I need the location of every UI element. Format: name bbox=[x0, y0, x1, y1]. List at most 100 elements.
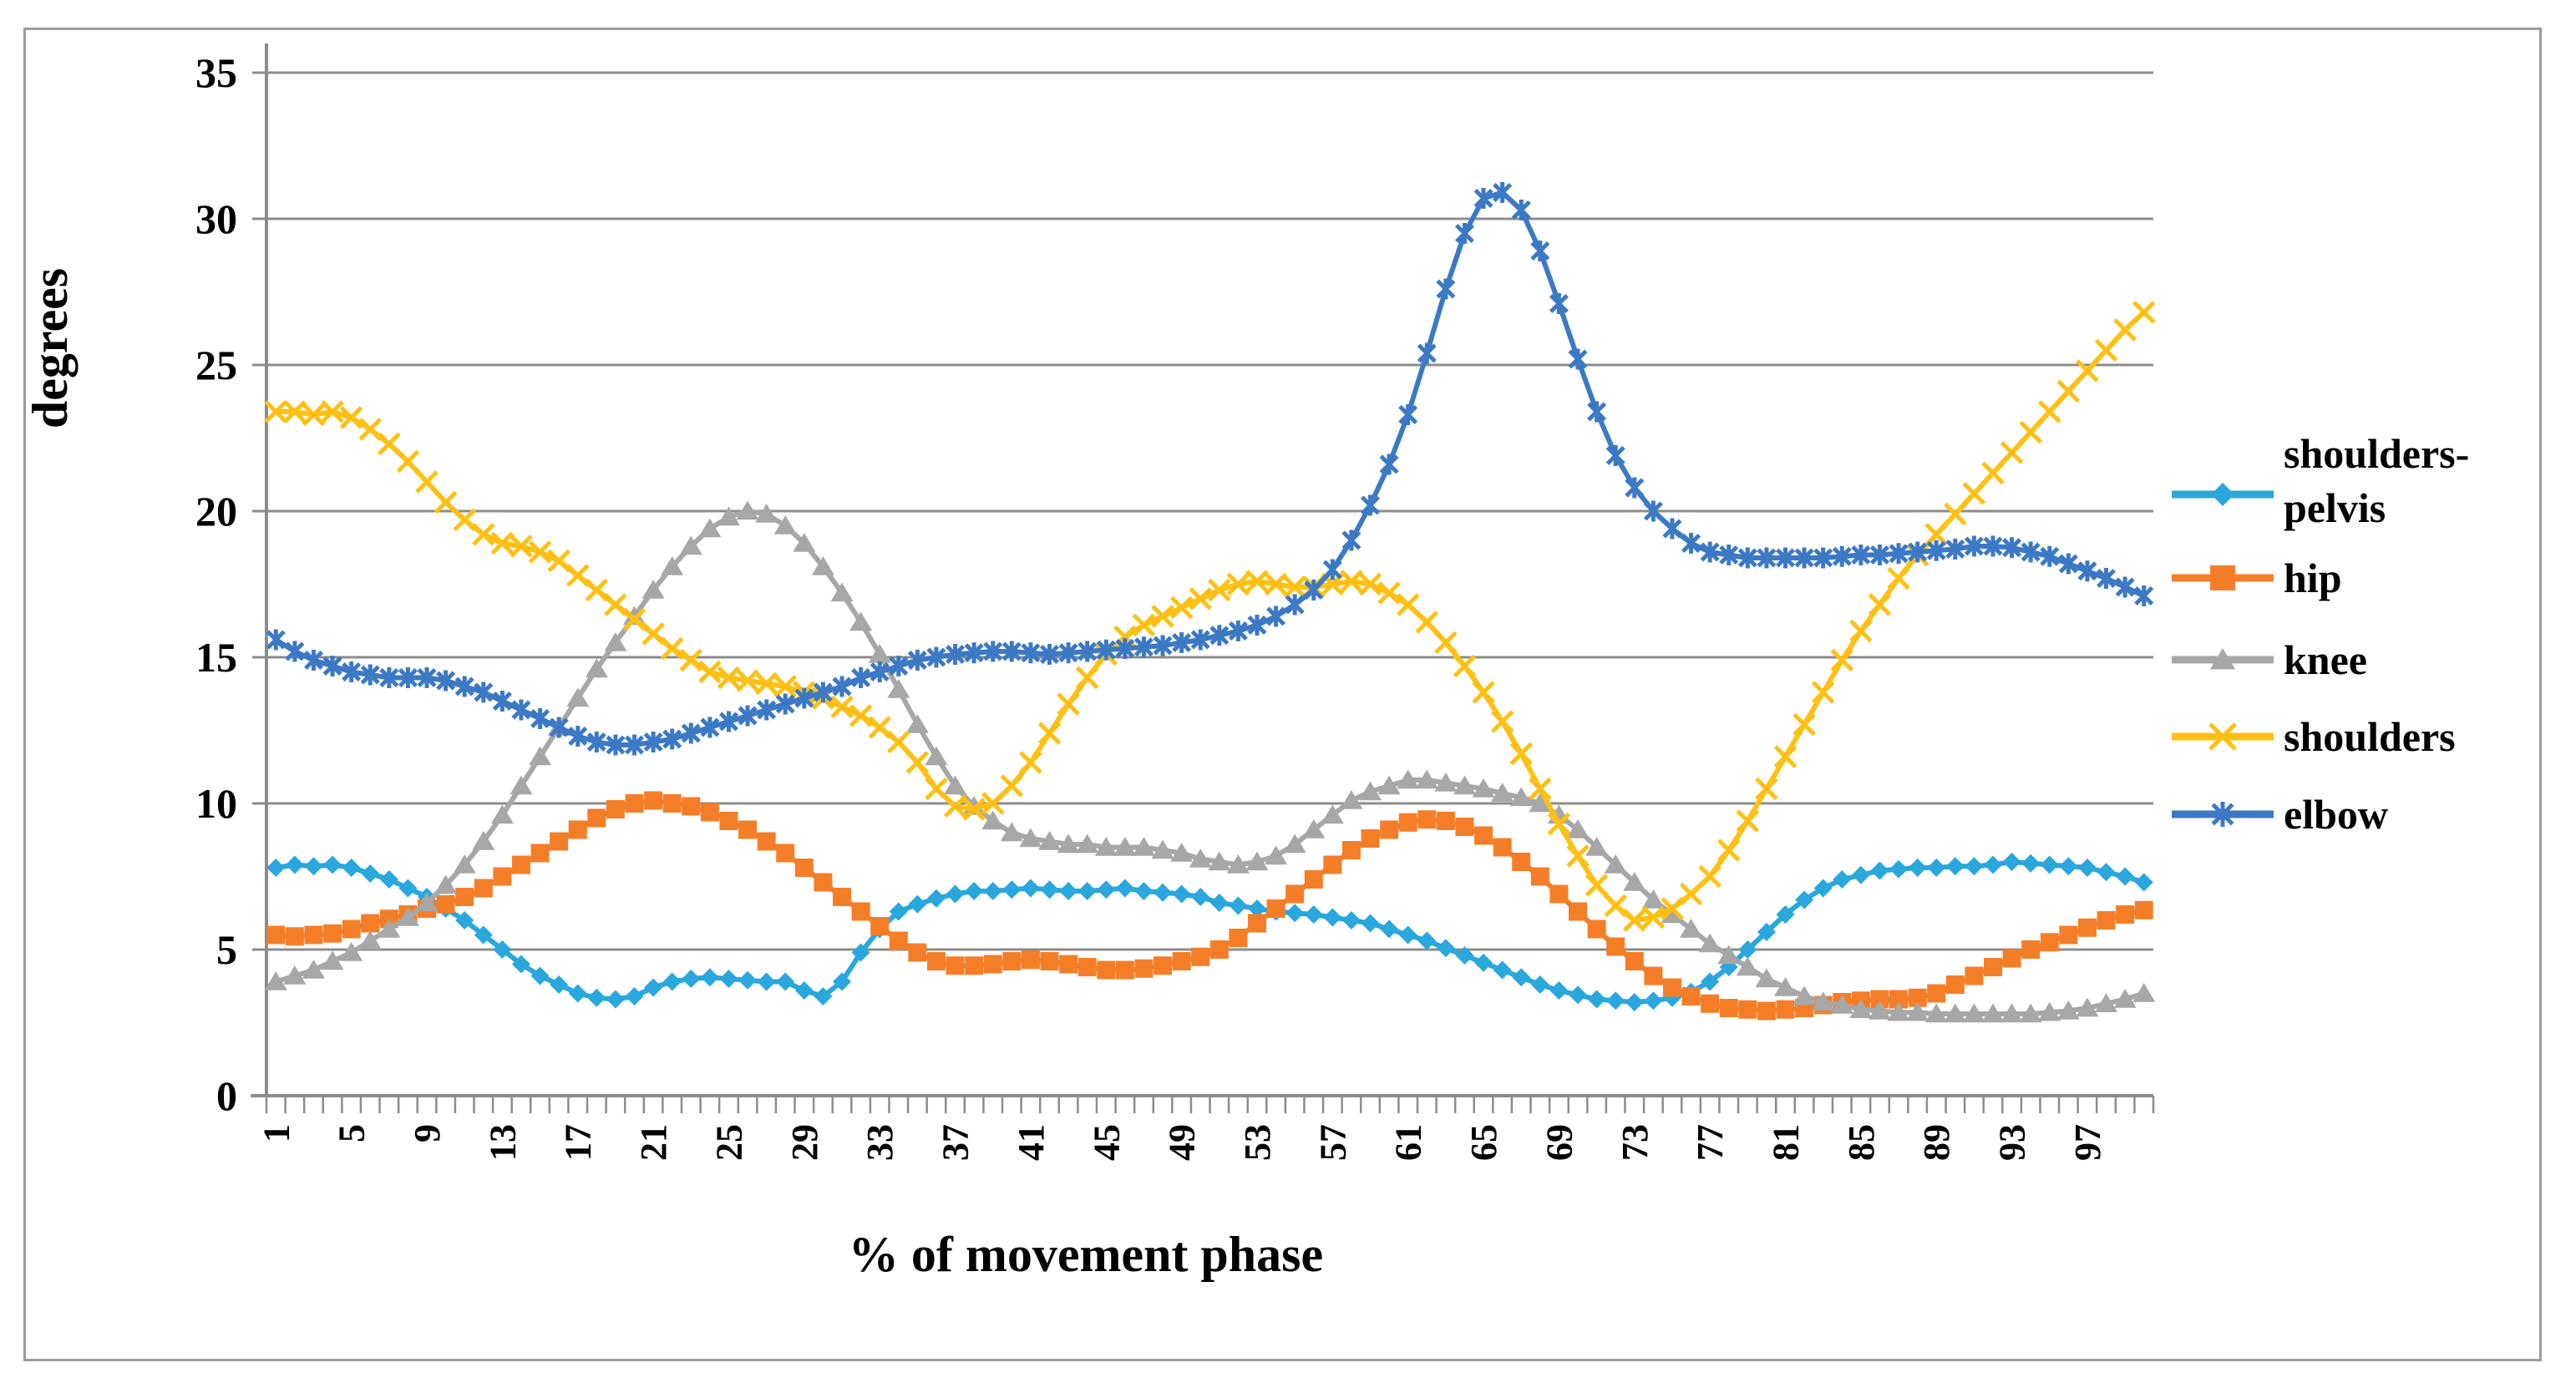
marker-asterisk bbox=[436, 670, 456, 692]
marker-square bbox=[1398, 813, 1417, 832]
marker-square bbox=[1908, 988, 1927, 1007]
marker-asterisk bbox=[1983, 535, 2003, 557]
marker-asterisk bbox=[1133, 636, 1154, 658]
marker-diamond bbox=[2077, 859, 2097, 877]
marker-asterisk bbox=[1115, 638, 1135, 659]
marker-x bbox=[773, 675, 797, 698]
marker-diamond bbox=[1059, 882, 1078, 900]
marker-asterisk bbox=[1926, 540, 1946, 561]
marker-asterisk bbox=[1625, 477, 1645, 499]
x-tick-label-25: 25 bbox=[708, 1124, 749, 1161]
series-line-shoulders-pelvis bbox=[273, 859, 2147, 1005]
marker-diamond bbox=[889, 902, 908, 921]
marker-triangle bbox=[2000, 1003, 2024, 1023]
marker-square bbox=[965, 956, 984, 975]
marker-diamond bbox=[1021, 879, 1040, 898]
marker-diamond bbox=[1341, 911, 1361, 930]
marker-triangle bbox=[717, 506, 740, 526]
legend-item-hip: hip bbox=[2172, 555, 2342, 601]
marker-square bbox=[1587, 919, 1606, 939]
marker-square bbox=[1115, 960, 1134, 980]
marker-triangle bbox=[1208, 851, 1231, 871]
marker-square bbox=[1323, 855, 1342, 874]
marker-square bbox=[1549, 884, 1569, 904]
marker-triangle bbox=[1397, 769, 1420, 789]
marker-asterisk bbox=[1794, 547, 1814, 569]
marker-x bbox=[1434, 631, 1458, 655]
marker-x bbox=[1849, 619, 1873, 643]
marker-triangle bbox=[510, 775, 533, 795]
marker-triangle bbox=[736, 500, 759, 520]
x-axis-title: % of movement phase bbox=[849, 1227, 1323, 1282]
marker-triangle bbox=[585, 658, 608, 678]
marker-asterisk bbox=[1398, 404, 1418, 425]
marker-square bbox=[361, 914, 380, 933]
marker-x bbox=[472, 523, 495, 546]
marker-diamond bbox=[1493, 960, 1512, 980]
marker-asterisk bbox=[1361, 494, 1381, 516]
marker-triangle bbox=[415, 892, 439, 912]
y-tick-label-15: 15 bbox=[195, 634, 237, 681]
marker-x bbox=[1623, 909, 1646, 932]
series-line-shoulders bbox=[273, 310, 2147, 923]
marker-square bbox=[1606, 937, 1625, 956]
marker-triangle bbox=[1151, 839, 1174, 859]
marker-triangle bbox=[1793, 985, 1816, 1006]
marker-diamond bbox=[1115, 879, 1134, 898]
x-tick-label-37: 37 bbox=[936, 1124, 976, 1161]
marker-x bbox=[679, 648, 703, 672]
marker-triangle bbox=[453, 854, 476, 874]
marker-square bbox=[1229, 929, 1248, 947]
marker-triangle bbox=[1641, 889, 1665, 909]
marker-square bbox=[1134, 959, 1154, 978]
marker-square bbox=[530, 843, 550, 863]
marker-triangle bbox=[604, 632, 627, 651]
marker-triangle bbox=[1113, 837, 1137, 856]
y-tick-label-5: 5 bbox=[216, 926, 237, 973]
marker-asterisk bbox=[379, 667, 399, 688]
marker-triangle bbox=[1604, 854, 1627, 874]
marker-diamond bbox=[1097, 880, 1116, 899]
marker-x bbox=[1340, 570, 1363, 593]
marker-triangle bbox=[1226, 854, 1250, 874]
marker-diamond bbox=[1945, 857, 1965, 876]
marker-triangle bbox=[1773, 977, 1797, 996]
marker-asterisk bbox=[474, 681, 494, 703]
marker-diamond bbox=[361, 864, 380, 883]
marker-diamond bbox=[1134, 882, 1154, 900]
marker-diamond bbox=[983, 882, 1002, 900]
marker-diamond bbox=[757, 972, 776, 991]
marker-triangle bbox=[1132, 837, 1155, 856]
marker-triangle bbox=[1661, 904, 1684, 924]
marker-asterisk bbox=[568, 726, 588, 747]
marker-asterisk bbox=[1379, 453, 1399, 475]
marker-triangle bbox=[434, 874, 458, 894]
marker-square bbox=[304, 925, 323, 945]
marker-triangle bbox=[1377, 775, 1401, 795]
marker-triangle bbox=[1830, 995, 1853, 1014]
marker-asterisk bbox=[2040, 545, 2060, 567]
marker-square bbox=[1172, 952, 1191, 970]
marker-x bbox=[2076, 359, 2099, 382]
marker-diamond bbox=[474, 925, 493, 945]
marker-triangle bbox=[1887, 1001, 1910, 1021]
marker-triangle bbox=[1698, 933, 1722, 953]
marker-x bbox=[339, 406, 363, 429]
marker-x bbox=[1415, 610, 1439, 634]
marker-asterisk bbox=[511, 699, 531, 721]
marker-triangle bbox=[1944, 1003, 1967, 1023]
marker-x bbox=[453, 508, 476, 532]
legend-label-knee: knee bbox=[2284, 636, 2367, 683]
marker-diamond bbox=[1965, 857, 1984, 876]
x-tick-label-33: 33 bbox=[860, 1124, 900, 1161]
marker-diamond bbox=[1851, 865, 1870, 884]
legend-item-shoulders: shoulders bbox=[2172, 713, 2456, 760]
x-tick-label-89: 89 bbox=[1916, 1124, 1957, 1161]
marker-asterisk bbox=[1209, 625, 1230, 646]
marker-diamond bbox=[1323, 908, 1342, 927]
marker-diamond bbox=[550, 975, 569, 994]
marker-asterisk bbox=[1096, 639, 1116, 661]
marker-square bbox=[1078, 958, 1097, 976]
marker-x bbox=[604, 593, 627, 616]
marker-square bbox=[832, 888, 851, 906]
